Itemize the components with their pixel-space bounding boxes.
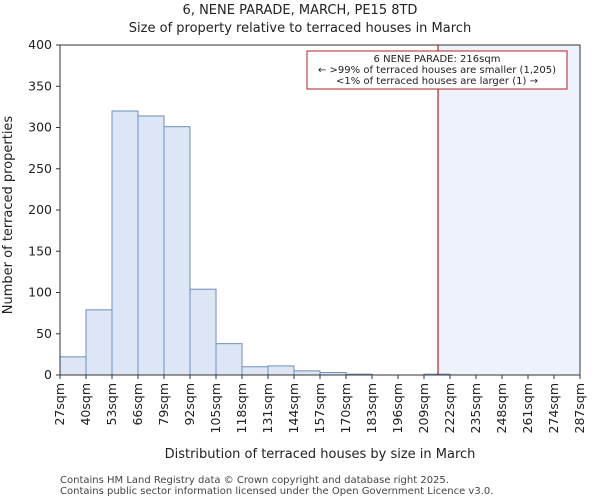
bar-105sqm — [215, 343, 243, 376]
x-tick-label: 79sqm — [156, 383, 171, 426]
y-tick-label: 150 — [28, 243, 52, 258]
bar-66sqm — [137, 115, 165, 376]
bar-53sqm — [111, 110, 139, 376]
x-tick-label: 248sqm — [494, 383, 509, 433]
y-axis-title: Number of terraced properties — [1, 116, 16, 315]
x-tick-label: 131sqm — [260, 383, 275, 433]
x-tick-label: 27sqm — [52, 383, 67, 426]
bar-118sqm — [241, 366, 269, 376]
x-tick-label: 92sqm — [182, 383, 197, 426]
x-tick-label: 105sqm — [208, 383, 223, 433]
x-tick-label: 274sqm — [546, 383, 561, 433]
annotation-line1: 6 NENE PARADE: 216sqm — [374, 54, 501, 65]
x-tick-label: 157sqm — [312, 383, 327, 433]
y-tick-label: 350 — [28, 78, 52, 93]
annotation-line2: ← >99% of terraced houses are smaller (1… — [318, 65, 556, 76]
x-tick-label: 66sqm — [130, 383, 145, 426]
x-tick-label: 222sqm — [442, 383, 457, 433]
larger-region-shade — [438, 45, 580, 375]
plot-area: 0 50 100 150 200 250 300 350 400 27sqm 40sqm 53sqm… — [28, 37, 587, 433]
bar-40sqm — [85, 309, 113, 376]
y-tick-label: 100 — [28, 285, 52, 300]
x-tick-label: 209sqm — [416, 383, 431, 433]
bar-27sqm — [59, 356, 87, 376]
footer-line1: Contains HM Land Registry data © Crown c… — [60, 475, 449, 486]
y-axis-ticks: 0 50 100 150 200 250 300 350 400 — [28, 37, 60, 382]
bar-144sqm — [293, 370, 321, 376]
footer-line2: Contains public sector information licen… — [60, 486, 493, 497]
bars — [59, 110, 451, 376]
y-tick-label: 50 — [36, 326, 52, 341]
x-tick-label: 196sqm — [390, 383, 405, 433]
x-tick-label: 235sqm — [468, 383, 483, 433]
chart-title-line2: Size of property relative to terraced ho… — [129, 21, 471, 36]
bar-131sqm — [267, 365, 295, 376]
y-tick-label: 200 — [28, 202, 52, 217]
x-axis-ticks: 27sqm 40sqm 53sqm 66sqm 79sqm 92sqm 105sqm 118s… — [52, 375, 587, 433]
x-tick-label: 183sqm — [364, 383, 379, 433]
x-tick-label: 118sqm — [234, 383, 249, 433]
x-tick-label: 144sqm — [286, 383, 301, 433]
x-tick-label: 53sqm — [104, 383, 119, 426]
annotation-frame — [306, 50, 568, 90]
bar-92sqm — [189, 288, 217, 376]
bar-79sqm — [163, 126, 191, 376]
x-tick-label: 287sqm — [572, 383, 587, 433]
x-tick-label: 40sqm — [78, 383, 93, 426]
annotation-line3: <1% of terraced houses are larger (1) → — [336, 76, 538, 87]
y-tick-label: 0 — [44, 367, 52, 382]
x-tick-label: 261sqm — [520, 383, 535, 433]
y-tick-label: 300 — [28, 120, 52, 135]
y-tick-label: 400 — [28, 37, 52, 52]
chart-title-line1: 6, NENE PARADE, MARCH, PE15 8TD — [183, 3, 418, 18]
annotation-box: 6 NENE PARADE: 216sqm ← >99% of terraced… — [306, 50, 568, 90]
y-tick-label: 250 — [28, 161, 52, 176]
x-axis-title: Distribution of terraced houses by size … — [165, 447, 476, 462]
x-tick-label: 170sqm — [338, 383, 353, 433]
